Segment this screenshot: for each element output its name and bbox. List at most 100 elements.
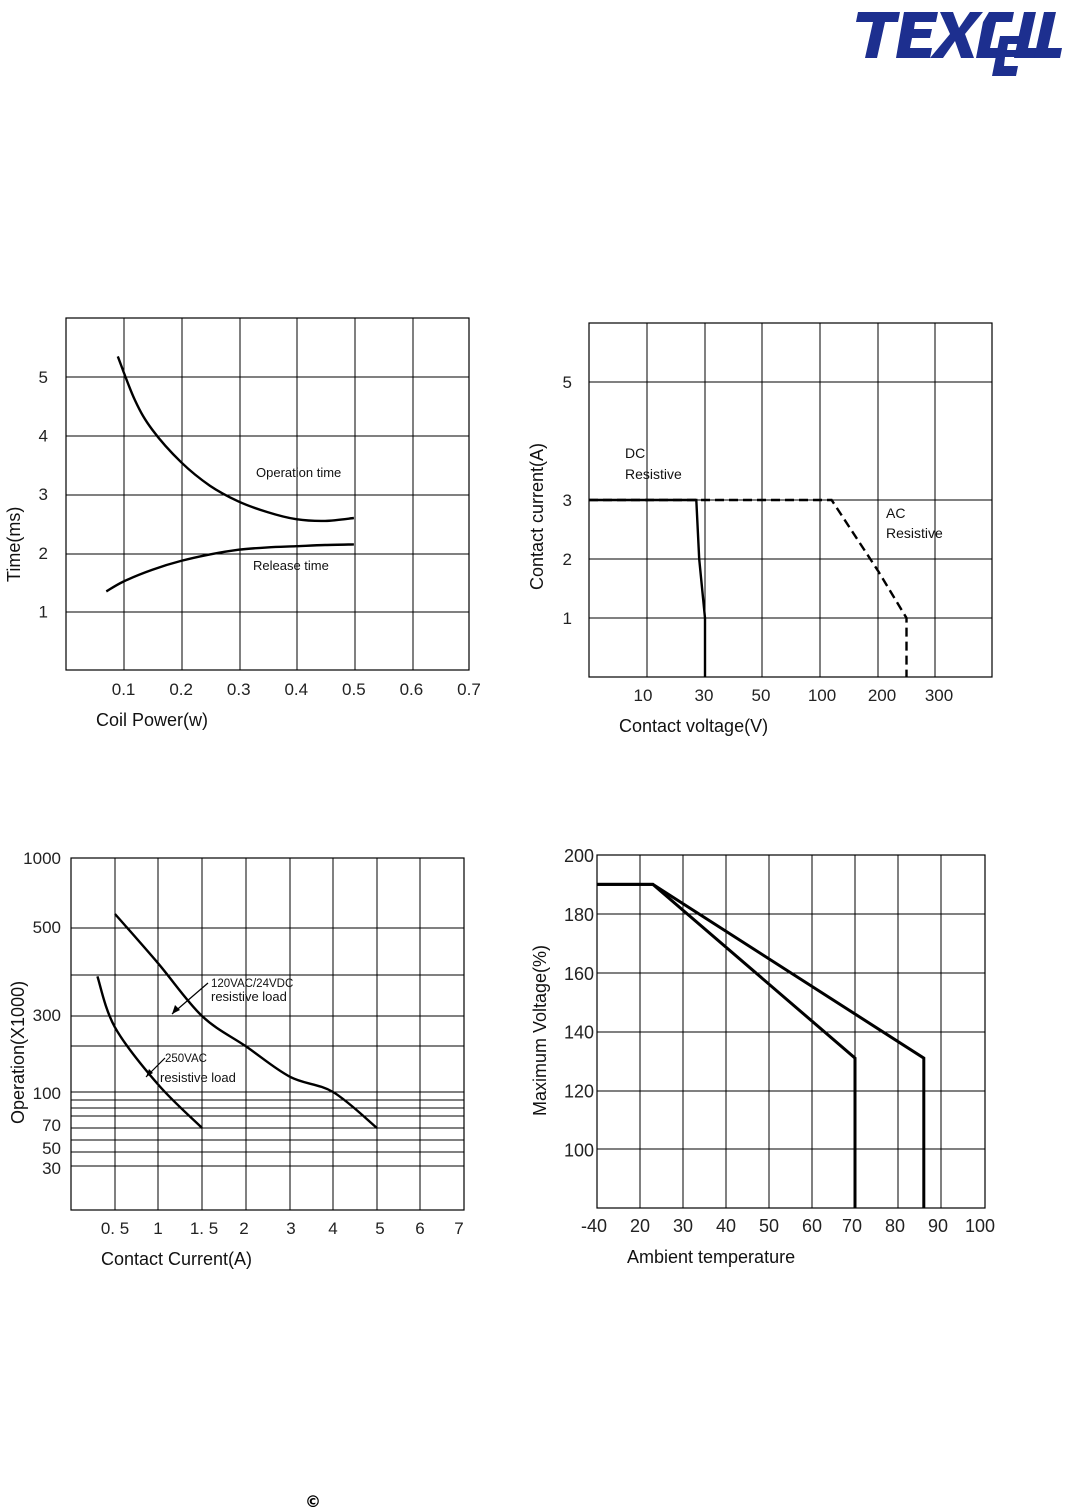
chart4-ytick: 140 <box>564 1023 594 1043</box>
chart3-arrow-250vac <box>145 1057 166 1078</box>
chart3-xlabel: Contact Current(A) <box>101 1249 252 1269</box>
chart4-xtick: 80 <box>885 1216 905 1236</box>
chart4-xlabel: Ambient temperature <box>627 1247 795 1267</box>
chart3-series-0 <box>114 913 378 1129</box>
chart2-xtick: 200 <box>868 686 896 705</box>
chart3-arrowhead-250vac <box>146 1069 153 1077</box>
chart3-ytick: 70 <box>42 1116 61 1135</box>
chart1-ytick: 3 <box>39 485 48 504</box>
chart4-ytick: 160 <box>564 964 594 984</box>
chart2-xtick: 30 <box>695 686 714 705</box>
chart1-xtick: 0.6 <box>400 680 424 699</box>
chart1-xtick: 0.7 <box>457 680 481 699</box>
chart3-xtick: 3 <box>286 1219 295 1238</box>
chart1-series-1 <box>105 543 354 593</box>
chart3-xtick: 2 <box>239 1219 248 1238</box>
chart1-ylabel: Time(ms) <box>4 507 24 582</box>
chart3-annotation-250vac-load: resistive load <box>160 1070 236 1085</box>
chart3-xtick: 6 <box>415 1219 424 1238</box>
chart4-series <box>597 882 926 1209</box>
chart1-series-0 <box>116 355 355 523</box>
chart1-xlabel: Coil Power(w) <box>96 710 208 730</box>
chart1-annotation-operation: Operation time <box>256 465 341 480</box>
chart1-xtick: 0.5 <box>342 680 366 699</box>
chart1-xtick: 0.4 <box>284 680 308 699</box>
chart1-grid-frame <box>65 317 470 671</box>
chart2-annotation-dc-resistive: Resistive <box>625 466 682 482</box>
chart3-annotation-250vac: 250VAC <box>165 1053 207 1065</box>
chart3-series-1 <box>96 976 203 1129</box>
chart3-ytick: 50 <box>42 1139 61 1158</box>
chart2-ytick: 2 <box>563 550 572 569</box>
chart2-series-1 <box>589 498 908 677</box>
chart4-ytick: 120 <box>564 1082 594 1102</box>
chart1-series <box>105 355 355 593</box>
chart2-ylabel: Contact current(A) <box>527 443 547 590</box>
chart4-xtick: -40 <box>581 1216 607 1236</box>
chart2-series-0 <box>589 498 707 677</box>
chart4-ytick: 180 <box>564 905 594 925</box>
chart4-grid-frame <box>596 854 986 1209</box>
chart2-xtick: 50 <box>752 686 771 705</box>
chart3-arrowhead-120vac <box>172 1005 180 1014</box>
chart2-ytick: 5 <box>563 373 572 392</box>
chart2-grid <box>588 322 993 678</box>
chart3-grid <box>70 857 465 1211</box>
chart3-ytick: 500 <box>33 918 61 937</box>
chart2-annotation-ac: AC <box>886 505 905 521</box>
chart4-xtick: 70 <box>842 1216 862 1236</box>
chart4-ytick: 200 <box>564 846 594 866</box>
chart2-ytick: 1 <box>563 609 572 628</box>
chart2-series <box>589 498 908 677</box>
chart2-xtick: 100 <box>808 686 836 705</box>
chart3-ytick: 1000 <box>23 849 61 868</box>
chart3-ytick: 100 <box>33 1084 61 1103</box>
chart4-xtick: 40 <box>716 1216 736 1236</box>
chart3-xtick: 5 <box>375 1219 384 1238</box>
chart3-arrow-120vac <box>171 982 209 1015</box>
chart3-ytick: 300 <box>33 1006 61 1025</box>
chart4-ytick: 100 <box>564 1140 594 1160</box>
chart4-grid <box>596 854 986 1209</box>
chart3-grid-frame <box>70 857 465 1211</box>
chart2-ticks: 10 30 50 100 200 300 1 2 3 5 <box>563 373 954 705</box>
chart1-ytick: 5 <box>39 368 48 387</box>
chart3-xtick: 1 <box>153 1219 162 1238</box>
chart2-xtick: 300 <box>925 686 953 705</box>
chart2-annotation-ac-resistive: Resistive <box>886 525 943 541</box>
chart1-annotation-release: Release time <box>253 558 329 573</box>
chart1-ytick: 1 <box>39 602 48 621</box>
chart3-series <box>96 913 378 1129</box>
chart3-ylabel: Operation(X1000) <box>8 981 28 1124</box>
chart3-annotation-120vac: 120VAC/24VDC <box>211 978 293 990</box>
chart4-xtick: 100 <box>965 1216 995 1236</box>
chart4-series-0 <box>597 882 857 1209</box>
chart1-xtick: 0.1 <box>112 680 136 699</box>
chart3-ytick: 30 <box>42 1159 61 1178</box>
chart1-xtick: 0.2 <box>169 680 193 699</box>
texcell-logo <box>856 12 1062 76</box>
copyright-symbol: © <box>305 1492 321 1511</box>
chart3-xtick: 1. 5 <box>190 1219 218 1238</box>
chart4-ylabel: Maximum Voltage(%) <box>530 945 550 1116</box>
chart4-xtick: 60 <box>802 1216 822 1236</box>
chart1-ticks: 0.1 0.2 0.3 0.4 0.5 0.6 0.7 1 2 3 4 5 <box>39 368 481 699</box>
chart3-xtick: 7 <box>454 1219 463 1238</box>
chart2-xtick: 10 <box>634 686 653 705</box>
chart3-xtick: 0. 5 <box>101 1219 129 1238</box>
chart2-grid-frame <box>588 322 993 678</box>
chart1-ytick: 2 <box>39 544 48 563</box>
chart3-annotation-120vac-load: resistive load <box>211 989 287 1004</box>
chart4-xtick: 90 <box>928 1216 948 1236</box>
chart2-annotation-dc: DC <box>625 445 645 461</box>
chart2-ytick: 3 <box>563 491 572 510</box>
chart3-xtick: 4 <box>328 1219 337 1238</box>
chart1-grid <box>65 317 470 671</box>
chart4-xtick: 30 <box>673 1216 693 1236</box>
chart1-ytick: 4 <box>39 427 48 446</box>
